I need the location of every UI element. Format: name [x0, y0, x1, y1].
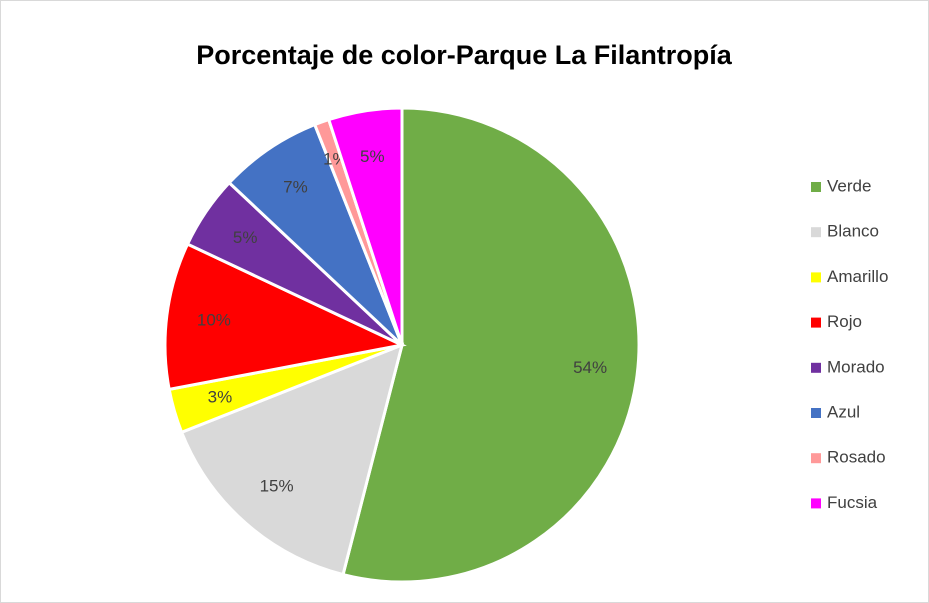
data-label: 5%	[233, 228, 258, 247]
legend-label: Rojo	[827, 312, 862, 331]
pie-slice	[326, 106, 404, 346]
legend-label: Fucsia	[827, 493, 878, 512]
chart-title: Porcentaje de color-Parque La Filantropí…	[196, 40, 733, 70]
pie-slice	[341, 106, 641, 584]
legend-label: Azul	[827, 402, 860, 421]
legend-label: Amarillo	[827, 267, 888, 286]
data-label: 15%	[260, 477, 294, 496]
legend-swatch	[811, 317, 821, 328]
legend-swatch	[811, 182, 821, 192]
data-label: 5%	[360, 147, 385, 166]
legend-label: Morado	[827, 357, 885, 376]
legend-label: Blanco	[827, 222, 879, 241]
legend-swatch	[811, 408, 821, 418]
legend-swatch	[811, 498, 821, 509]
pie-slice	[179, 342, 405, 577]
legend-label: Verde	[827, 176, 871, 195]
data-label: 10%	[197, 311, 231, 330]
legend-swatch	[811, 453, 821, 464]
data-label: 7%	[283, 178, 308, 197]
data-label: 3%	[208, 387, 233, 406]
pie-slice	[227, 122, 404, 347]
pie-slice	[163, 242, 407, 392]
legend-swatch	[811, 362, 821, 373]
legend-swatch	[811, 227, 821, 238]
legend-label: Rosado	[827, 448, 886, 467]
data-label: 54%	[573, 358, 607, 377]
legend-swatch	[811, 272, 821, 283]
